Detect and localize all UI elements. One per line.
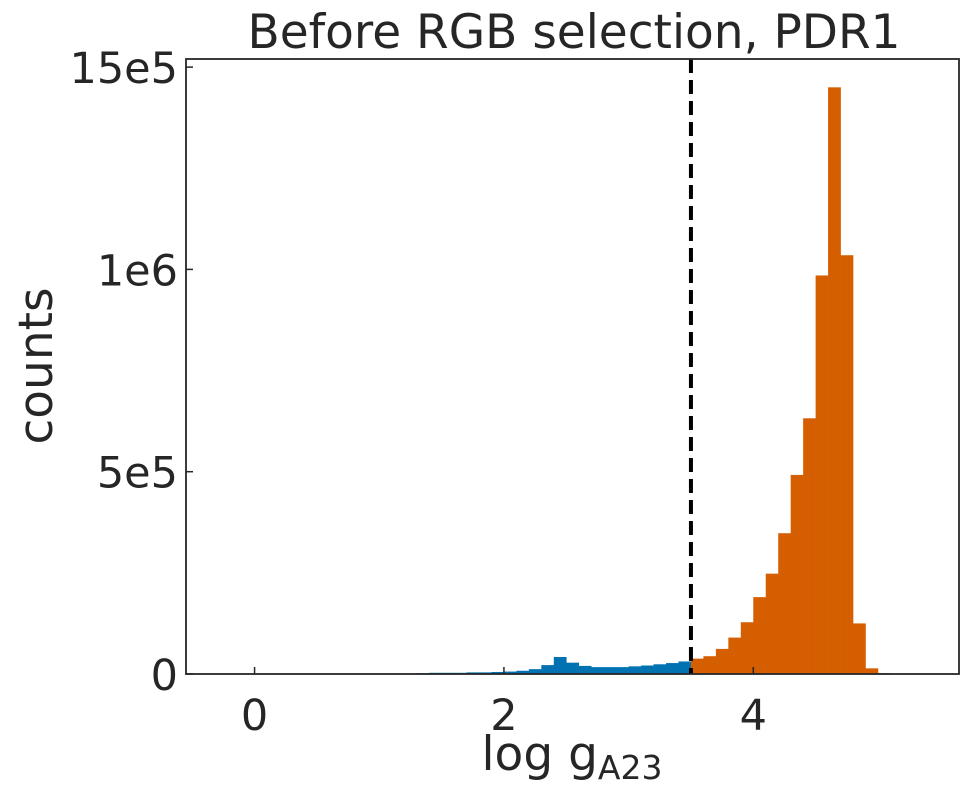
y-tick-label: 1e6 — [97, 246, 178, 296]
histogram-bar — [728, 637, 742, 674]
x-tick-label: 4 — [740, 691, 767, 741]
histogram-bar — [628, 666, 642, 674]
histogram-bar — [815, 275, 829, 674]
histogram-bar — [703, 656, 717, 674]
histogram-bar — [753, 597, 767, 675]
histogram-bar — [578, 665, 592, 674]
histogram-bar — [865, 668, 879, 674]
histogram-bar — [853, 623, 866, 674]
x-tick-label: 2 — [490, 691, 517, 741]
x-axis: 0 2 4 — [241, 667, 767, 741]
histogram-bar — [678, 661, 692, 674]
histogram-bar — [503, 671, 517, 674]
x-axis-label: log gA23 — [482, 727, 663, 787]
histogram-bar — [566, 662, 580, 674]
y-tick-label: 5e5 — [97, 449, 178, 499]
histogram-bar — [516, 670, 530, 674]
histogram-bar — [616, 667, 629, 674]
chart-title: Before RGB selection, PDR1 — [247, 5, 900, 60]
histogram-bar — [803, 418, 816, 674]
y-tick-label: 15e5 — [69, 44, 178, 94]
y-tick-label: 0 — [151, 651, 178, 701]
histogram-bar — [690, 658, 704, 675]
bars-group — [304, 87, 891, 675]
histogram-bar — [840, 255, 854, 675]
histogram-bar — [790, 474, 804, 674]
histogram-bar — [603, 667, 617, 674]
histogram-bar — [778, 533, 791, 674]
y-axis: 0 5e5 1e6 15e5 — [69, 44, 193, 701]
histogram-bar — [491, 671, 505, 674]
y-axis-label: counts — [9, 287, 64, 444]
histogram-bar — [765, 573, 779, 674]
histogram-bar — [641, 665, 654, 674]
histogram-bar — [828, 87, 841, 674]
histogram-bar — [740, 622, 754, 674]
histogram-bar — [528, 669, 542, 674]
histogram-bar — [666, 663, 679, 674]
histogram-bar — [653, 664, 667, 674]
histogram-bar — [541, 665, 555, 674]
x-tick-label: 0 — [241, 691, 268, 741]
histogram-bar — [715, 648, 729, 674]
plot-frame — [185, 58, 960, 675]
x-axis-label-main: log g — [482, 727, 598, 782]
histogram-bar — [553, 657, 567, 674]
histogram-bar — [591, 667, 604, 674]
x-axis-label-subscript: A23 — [598, 748, 663, 787]
